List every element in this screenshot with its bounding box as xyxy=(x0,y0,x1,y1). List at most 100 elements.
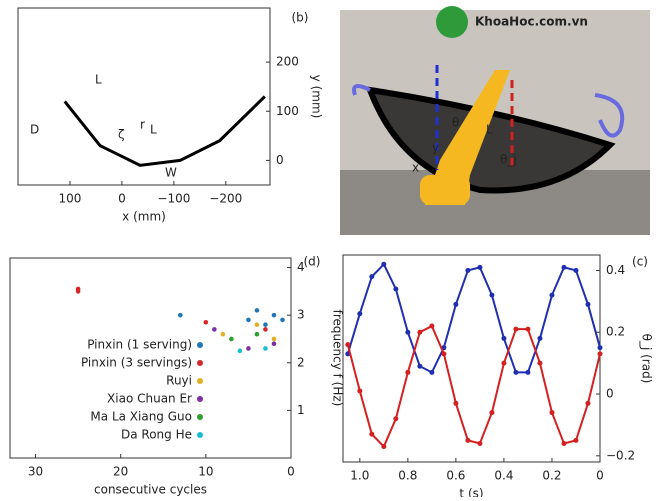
data-point xyxy=(246,317,251,323)
y-axis-label: y (mm) xyxy=(310,75,324,119)
data-point xyxy=(573,267,579,273)
y-axis-label: frequency f (Hz) xyxy=(331,310,345,407)
annotation: W xyxy=(165,166,177,180)
photo-label: θ xyxy=(452,116,459,130)
legend-swatch xyxy=(197,396,203,402)
legend-entry: Pinxin (1 serving) xyxy=(87,338,192,352)
y-tick-label: 100 xyxy=(276,104,299,118)
panel-label: (c) xyxy=(632,255,648,269)
x-tick-label: 10 xyxy=(198,465,213,479)
data-point xyxy=(263,327,268,332)
x-tick-label: 100 xyxy=(59,192,82,206)
data-point xyxy=(246,346,251,351)
data-point xyxy=(178,312,183,318)
data-point xyxy=(417,329,423,335)
base xyxy=(420,175,470,205)
watermark: KhoaHoc.com.vn xyxy=(475,15,588,29)
photo-label: L xyxy=(486,123,493,137)
x-tick-label: 30 xyxy=(28,465,43,479)
data-point xyxy=(369,431,375,437)
data-point xyxy=(537,335,543,341)
x-tick-label: 0.4 xyxy=(494,469,513,483)
data-point xyxy=(597,345,603,351)
x-axis-label: x (mm) xyxy=(122,210,166,224)
data-point xyxy=(405,369,411,375)
logo xyxy=(436,6,468,38)
y-tick-label: 200 xyxy=(276,55,299,69)
data-point xyxy=(465,437,471,443)
x-axis-label: consecutive cycles xyxy=(94,483,207,497)
x-tick-label: 0 xyxy=(118,192,126,206)
data-point xyxy=(489,410,495,416)
data-point xyxy=(417,363,423,369)
annotation: L xyxy=(150,123,157,137)
plot-frame xyxy=(342,254,601,463)
data-point xyxy=(405,329,411,335)
data-line xyxy=(346,262,601,374)
data-point xyxy=(229,336,234,342)
data-point xyxy=(271,312,277,318)
arm xyxy=(425,70,510,205)
y-tick-label: 0.2 xyxy=(606,325,625,339)
x-tick-label: −100 xyxy=(157,192,190,206)
data-point xyxy=(597,351,603,357)
y-tick-label: 0 xyxy=(276,153,284,167)
y-tick-label: 1 xyxy=(297,403,305,417)
data-point xyxy=(585,301,591,307)
data-point xyxy=(393,286,399,292)
x-axis-label: t (s) xyxy=(459,487,483,498)
y-tick-label: 4 xyxy=(297,260,305,274)
data-point xyxy=(489,292,495,298)
loops xyxy=(352,84,625,138)
data-point xyxy=(237,348,243,354)
annotation: ζ xyxy=(118,128,125,142)
x-tick-label: 20 xyxy=(113,465,128,479)
data-point xyxy=(254,331,260,337)
data-point xyxy=(220,331,226,337)
y-tick-label: 2 xyxy=(297,355,305,369)
y-tick-label: 0 xyxy=(606,387,614,401)
photo-label: x xyxy=(412,161,419,175)
data-point xyxy=(203,319,209,325)
data-point xyxy=(212,327,217,332)
y-tick-label: 0.4 xyxy=(606,263,625,277)
data-point xyxy=(254,308,260,313)
data-point xyxy=(429,369,435,375)
x-tick-label: 0.8 xyxy=(398,469,417,483)
x-tick-label: 0.2 xyxy=(542,469,561,483)
data-point xyxy=(465,267,471,273)
annotation: D xyxy=(30,123,39,137)
data-point xyxy=(357,311,363,317)
data-point xyxy=(573,437,579,443)
data-point xyxy=(263,346,268,351)
data-point xyxy=(453,301,459,307)
data-point xyxy=(381,261,387,267)
x-tick-label: 0 xyxy=(596,469,604,483)
data-line xyxy=(63,95,266,167)
data-point xyxy=(549,410,555,416)
legend-entry: Da Rong He xyxy=(121,428,192,442)
x-tick-label: 1.0 xyxy=(350,469,369,483)
panel-label: (d) xyxy=(304,255,321,269)
annotation: r xyxy=(140,118,145,132)
photo: θ L θ_j x y xyxy=(340,10,650,235)
data-point xyxy=(561,264,567,270)
data-point xyxy=(75,289,81,294)
data-point xyxy=(525,326,531,332)
x-tick-label: −200 xyxy=(209,192,242,206)
annotation: L xyxy=(95,73,102,87)
x-tick-label: 0 xyxy=(287,465,295,479)
data-point xyxy=(513,326,519,332)
x-tick-label: 0.6 xyxy=(446,469,465,483)
data-point xyxy=(453,400,459,406)
data-point xyxy=(271,341,277,347)
legend-swatch xyxy=(197,360,203,366)
data-point xyxy=(501,360,507,366)
data-point xyxy=(513,369,519,375)
data-point xyxy=(357,388,363,394)
plot-frame xyxy=(17,7,271,186)
legend-entry: Ruyi xyxy=(166,374,192,388)
data-point xyxy=(477,264,483,270)
data-point xyxy=(441,351,447,357)
